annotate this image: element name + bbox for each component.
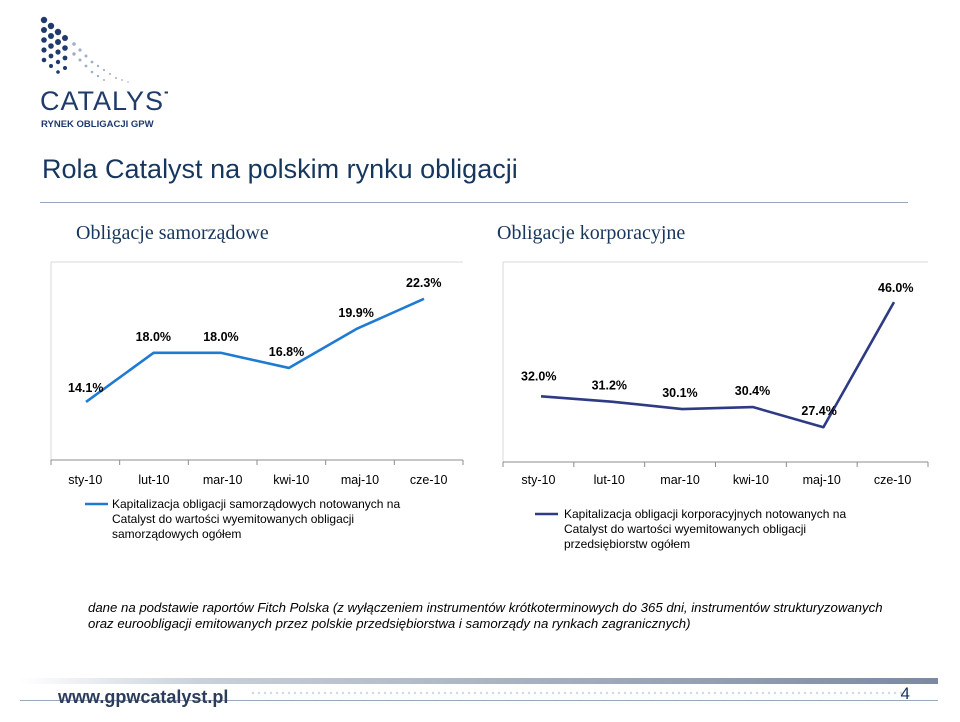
data-label: 31.2% [592, 379, 627, 393]
x-tick-label: mar-10 [203, 473, 243, 487]
data-label: 16.8% [269, 345, 304, 359]
logo-wordmark: CATALYST [40, 86, 168, 116]
data-label: 19.9% [338, 306, 373, 320]
data-label: 18.0% [203, 330, 238, 344]
x-tick-label: lut-10 [138, 473, 169, 487]
series-line [540, 301, 896, 429]
data-label: 22.3% [406, 276, 441, 290]
chart-1: 14.1% 18.0% 18.0% 16.8% 19.9% 22.3% sty-10 lut-… [50, 261, 464, 541]
left-chart-subtitle: Obligacje samorządowe [76, 222, 269, 244]
legend-text: Kapitalizacja obligacji samorządowych no… [112, 497, 400, 511]
page-title: Rola Catalyst na polskim rynku obligacji [42, 154, 518, 184]
footer-url-link[interactable]: www.gpwcatalyst.pl [58, 687, 229, 707]
data-label: 18.0% [136, 330, 171, 344]
x-tick-label: maj-10 [803, 473, 841, 487]
x-tick-label: kwi-10 [733, 473, 769, 487]
footer-dot-pattern [250, 690, 910, 698]
x-tick-label: kwi-10 [273, 473, 309, 487]
legend-text: przedsiębiorstw ogółem [564, 537, 690, 551]
data-label: 30.4% [735, 384, 770, 398]
footer-gradient-bar [20, 678, 938, 684]
page-number: 4 [900, 684, 910, 703]
chart-2: 32.0% 31.2% 30.1% 30.4% 27.4% 46.0% sty-10 lut-… [502, 261, 929, 551]
footer-line [20, 700, 938, 701]
x-tick-label: sty-10 [521, 473, 555, 487]
series-line [85, 297, 425, 403]
logo-tagline: RYNEK OBLIGACJI GPW [41, 119, 154, 130]
charts-canvas: 14.1% 18.0% 18.0% 16.8% 19.9% 22.3% sty-10 lut-… [50, 261, 929, 551]
legend-text: Catalyst do wartości wyemitowanych oblig… [112, 512, 354, 526]
footer: www.gpwcatalyst.pl 4 [20, 678, 938, 708]
right-chart-subtitle: Obligacje korporacyjne [497, 222, 686, 244]
x-tick-label: sty-10 [68, 473, 102, 487]
x-tick-label: lut-10 [594, 473, 625, 487]
legend-text: Kapitalizacja obligacji korporacyjnych n… [564, 507, 846, 521]
source-note: dane na podstawie raportów Fitch Polska … [88, 600, 883, 631]
data-label: 30.1% [662, 386, 697, 400]
legend-text: samorządowych ogółem [112, 527, 241, 541]
catalyst-logo: CATALYST RYNEK OBLIGACJI GPW [40, 16, 168, 130]
x-tick-label: cze-10 [410, 473, 448, 487]
x-tick-label: cze-10 [874, 473, 912, 487]
x-tick-label: maj-10 [341, 473, 379, 487]
title-divider [40, 202, 908, 203]
data-label: 46.0% [878, 281, 913, 295]
legend-text: Catalyst do wartości wyemitowanych oblig… [564, 522, 806, 536]
data-label: 14.1% [68, 381, 103, 395]
data-label: 32.0% [521, 369, 556, 383]
data-label: 27.4% [801, 404, 836, 418]
x-tick-label: mar-10 [660, 473, 700, 487]
